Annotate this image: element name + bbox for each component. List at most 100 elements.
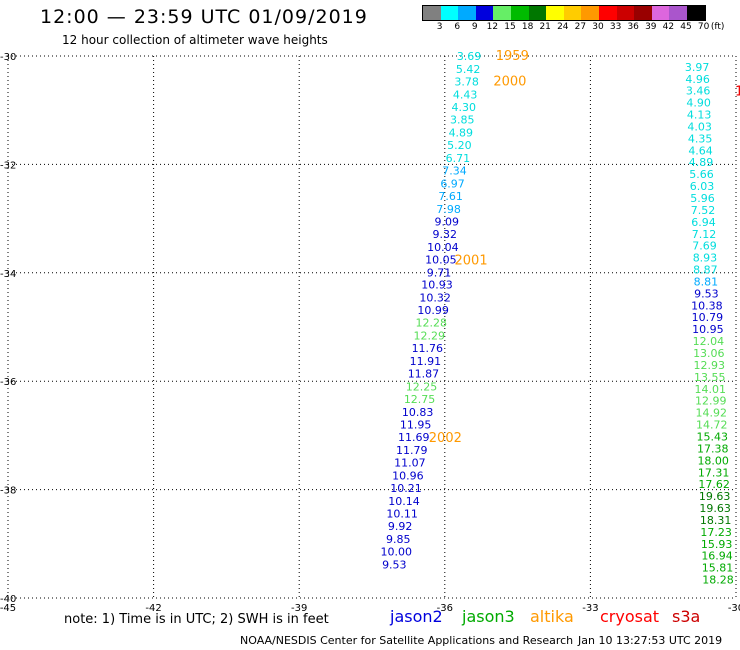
timestamp-text: Jan 10 13:27:53 UTC 2019 — [578, 634, 723, 647]
track-right-time-label: 1739 — [735, 85, 740, 100]
track-right-swh-value: 5.96 — [690, 192, 715, 205]
track-left-swh-value: 7.34 — [442, 164, 467, 177]
track-right-swh-value: 12.93 — [694, 359, 726, 372]
track-left-swh-value: 9.32 — [433, 228, 458, 241]
track-left-swh-value: 12.75 — [404, 393, 436, 406]
color-scale-label: 36 — [627, 22, 639, 32]
track-left-swh-value: 9.85 — [386, 533, 411, 546]
track-right-swh-value: 18.31 — [700, 514, 732, 527]
track-left-swh-value: 7.98 — [436, 203, 461, 216]
mission-jason2: jason2 — [390, 607, 443, 626]
track-left-swh-value: 11.79 — [396, 444, 428, 457]
color-scale-label: 70 — [697, 22, 710, 32]
track-left-time-label: 2000 — [493, 74, 526, 89]
lon-tick-label: -30 — [728, 603, 740, 614]
track-left-time-label: 2001 — [455, 253, 488, 268]
track-left-swh-value: 4.30 — [451, 101, 476, 114]
color-swatch — [493, 6, 511, 20]
lat-tick-label: -40 — [0, 594, 16, 605]
lat-tick-label: -36 — [0, 377, 16, 388]
lon-tick-label: -42 — [145, 603, 161, 614]
track-left-swh-value: 3.69 — [457, 50, 482, 63]
track-left-swh-value: 10.04 — [427, 241, 459, 254]
track-right-swh-value: 4.13 — [687, 109, 712, 122]
track-right-swh-value: 13.55 — [694, 371, 726, 384]
track-left-swh-value: 5.20 — [447, 139, 472, 152]
track-left-swh-value: 11.76 — [412, 342, 444, 355]
track-right-swh-value: 14.92 — [695, 407, 727, 420]
track-left-swh-value: 9.92 — [388, 520, 413, 533]
track-right-swh-value: 18.28 — [702, 574, 734, 587]
color-scale-unit: (ft) — [710, 22, 725, 32]
color-swatch — [563, 6, 582, 20]
track-left-swh-value: 10.11 — [386, 507, 418, 520]
track-right-swh-value: 17.38 — [697, 442, 729, 455]
track-left-swh-value: 11.07 — [394, 457, 426, 470]
color-swatch — [598, 6, 617, 20]
track-left-swh-value: 7.61 — [438, 190, 463, 203]
track-right-swh-value: 19.63 — [699, 490, 731, 503]
color-swatch — [546, 6, 564, 20]
credit-text: NOAA/NESDIS Center for Satellite Applica… — [240, 634, 574, 647]
track-right-swh-value: 15.81 — [702, 562, 734, 575]
track-right-swh-value: 13.06 — [693, 347, 725, 360]
lon-tick-label: -45 — [0, 603, 16, 614]
page-subtitle: 12 hour collection of altimeter wave hei… — [62, 33, 328, 47]
color-swatch — [616, 6, 635, 20]
track-left-swh-value: 12.25 — [406, 381, 438, 394]
track-right-swh-value: 14.72 — [696, 419, 728, 432]
track-right-swh-value: 12.04 — [693, 335, 725, 348]
color-scale-bar — [422, 5, 706, 21]
track-right-swh-value: 10.38 — [691, 299, 723, 312]
note-text: note: 1) Time is in UTC; 2) SWH is in fe… — [64, 612, 329, 627]
track-left-swh-value: 10.32 — [419, 292, 451, 305]
color-scale-label: 18 — [521, 22, 534, 32]
color-swatch — [651, 6, 670, 20]
track-left-swh-value: 11.87 — [408, 368, 440, 381]
track-right-swh-value: 6.03 — [690, 180, 715, 193]
color-scale-label: 24 — [557, 22, 569, 32]
color-swatch — [669, 6, 687, 20]
track-left-swh-value: 10.14 — [388, 495, 420, 508]
lon-tick-label: -39 — [291, 603, 307, 614]
track-right-swh-value: 4.64 — [688, 144, 713, 157]
track-left-time-label: 1959 — [496, 49, 529, 64]
track-left-swh-value: 9.09 — [434, 215, 459, 228]
color-swatch — [510, 6, 529, 20]
mission-cryosat: cryosat — [600, 607, 660, 626]
track-right-swh-value: 14.01 — [695, 383, 727, 396]
color-swatch — [581, 6, 599, 20]
track-left-swh-value: 4.43 — [453, 88, 478, 101]
track-left-swh-value: 9.71 — [427, 266, 452, 279]
track-left-swh-value: 10.93 — [421, 279, 453, 292]
track-right-swh-value: 3.46 — [686, 85, 711, 98]
track-right-swh-value: 18.00 — [697, 454, 729, 467]
track-right-swh-value: 3.97 — [685, 61, 710, 74]
track-right-swh-value: 7.69 — [692, 240, 717, 253]
track-left-swh-value: 11.95 — [400, 419, 432, 432]
track-right-swh-value: 4.03 — [687, 120, 712, 133]
track-left-swh-value: 4.89 — [449, 126, 474, 139]
track-right-swh-value: 9.53 — [694, 287, 719, 300]
color-swatch — [440, 6, 459, 20]
track-left-swh-value: 5.42 — [456, 63, 481, 76]
lon-tick-label: -36 — [437, 603, 453, 614]
track-right-swh-value: 6.94 — [691, 216, 716, 229]
track-right-swh-value: 17.31 — [698, 466, 730, 479]
color-scale-label: 27 — [574, 22, 587, 32]
track-right-swh-value: 15.93 — [701, 538, 733, 551]
track-right-swh-value: 12.99 — [695, 395, 727, 408]
track-left-swh-value: 10.99 — [417, 304, 449, 317]
track-left-time-label: 2002 — [429, 431, 462, 446]
mission-jason3: jason3 — [462, 607, 515, 626]
mission-altika: altika — [530, 607, 574, 626]
color-scale-label: 42 — [662, 22, 675, 32]
mission-s3a: s3a — [672, 607, 701, 626]
color-swatch — [528, 6, 547, 20]
color-scale-label: 45 — [680, 22, 692, 32]
track-left-swh-value: 6.71 — [446, 152, 471, 165]
track-right-swh-value: 4.89 — [689, 156, 714, 169]
track-left-swh-value: 10.05 — [425, 253, 457, 266]
